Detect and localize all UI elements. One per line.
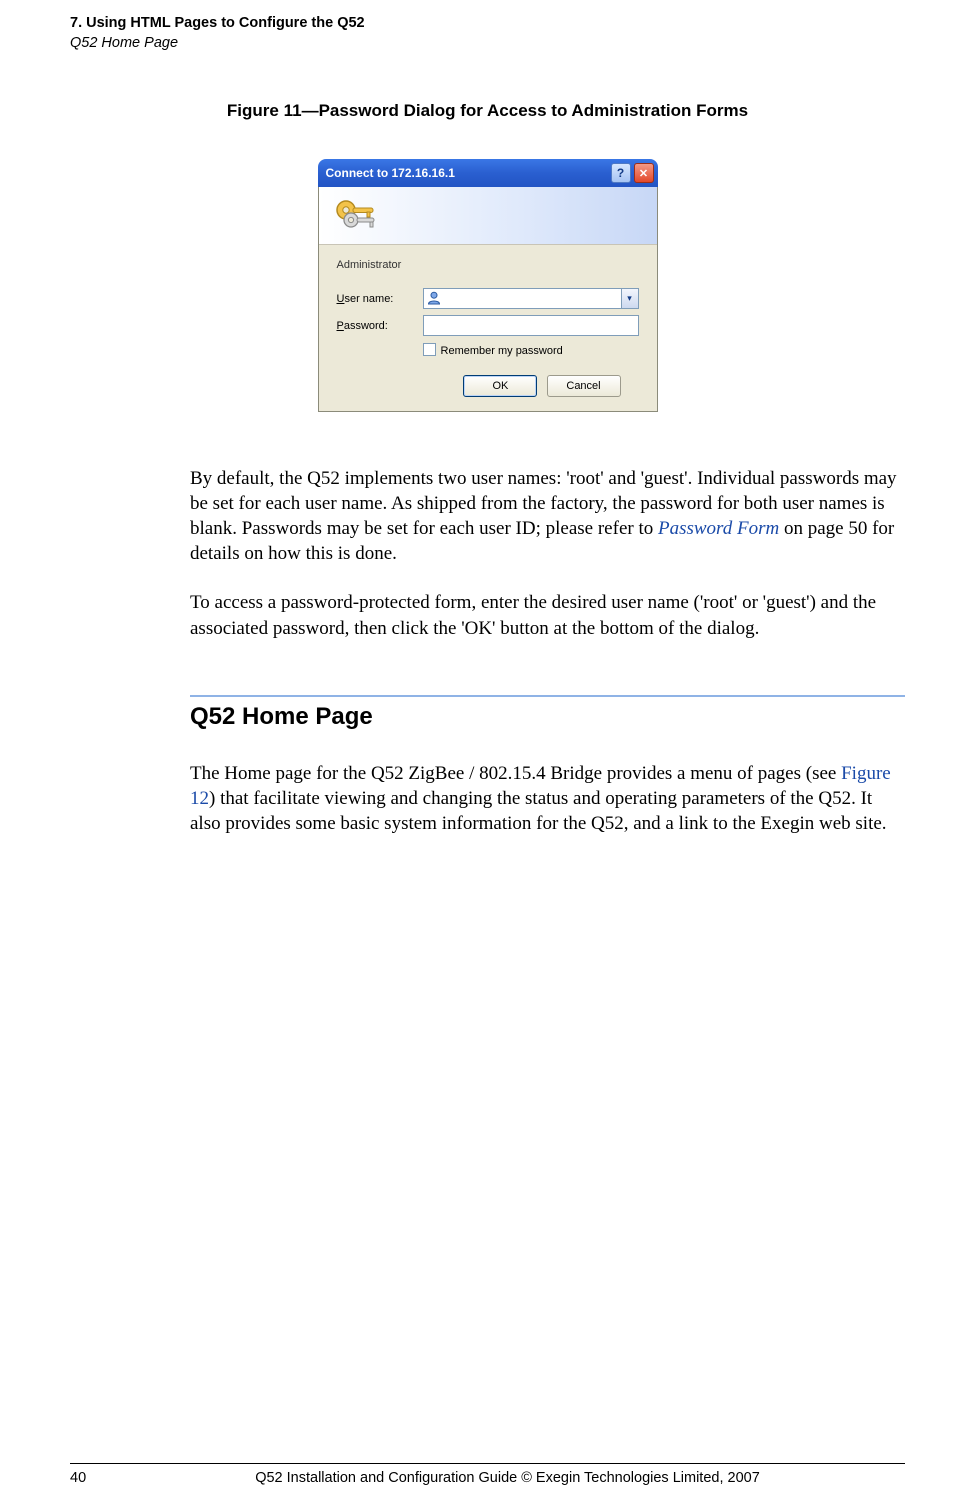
header-section: Q52 Home Page	[70, 34, 905, 54]
page-header: 7. Using HTML Pages to Configure the Q52…	[70, 0, 905, 53]
figure-caption: Figure 11—Password Dialog for Access to …	[70, 101, 905, 121]
remember-checkbox[interactable]	[423, 343, 436, 356]
password-label: Password:	[337, 312, 423, 339]
credentials-table: User name: ▾	[337, 285, 639, 339]
section-title: Q52 Home Page	[190, 703, 905, 731]
cancel-button[interactable]: Cancel	[547, 375, 621, 397]
username-input[interactable]	[423, 288, 639, 309]
footer-text: Q52 Installation and Configuration Guide…	[110, 1470, 905, 1486]
help-icon: ?	[617, 166, 624, 180]
header-chapter: 7. Using HTML Pages to Configure the Q52	[70, 14, 905, 34]
page-footer: 40 Q52 Installation and Configuration Gu…	[70, 1463, 905, 1486]
dialog-body: Administrator User name:	[318, 187, 658, 412]
password-form-link[interactable]: Password Form	[658, 518, 779, 539]
help-button[interactable]: ?	[611, 163, 631, 183]
dialog-titlebar[interactable]: Connect to 172.16.16.1 ? ✕	[318, 159, 658, 187]
footer-rule	[70, 1463, 905, 1464]
dialog-form: Administrator User name:	[319, 245, 657, 401]
keys-icon	[333, 196, 377, 236]
dialog-title-text: Connect to 172.16.16.1	[326, 166, 608, 180]
username-combo[interactable]: ▾	[423, 288, 639, 309]
page-number: 40	[70, 1470, 110, 1486]
password-dialog: Connect to 172.16.16.1 ? ✕	[318, 159, 658, 412]
close-button[interactable]: ✕	[634, 163, 654, 183]
section-divider	[190, 695, 905, 697]
paragraph-2: To access a password-protected form, ent…	[190, 590, 905, 640]
ok-button[interactable]: OK	[463, 375, 537, 397]
password-dialog-wrap: Connect to 172.16.16.1 ? ✕	[70, 159, 905, 412]
section-paragraph-1: The Home page for the Q52 ZigBee / 802.1…	[190, 761, 905, 836]
password-input[interactable]	[423, 315, 639, 336]
remember-row[interactable]: Remember my password	[337, 339, 639, 363]
section-body: The Home page for the Q52 ZigBee / 802.1…	[190, 761, 905, 836]
dialog-button-row: OK Cancel	[337, 363, 639, 397]
dialog-realm-label: Administrator	[337, 259, 639, 271]
close-icon: ✕	[639, 167, 648, 180]
user-icon	[427, 291, 441, 305]
dialog-banner	[319, 187, 657, 245]
username-label: User name:	[337, 285, 423, 312]
chevron-down-icon[interactable]: ▾	[621, 289, 638, 308]
paragraph-1: By default, the Q52 implements two user …	[190, 466, 905, 566]
body-text: By default, the Q52 implements two user …	[190, 466, 905, 640]
